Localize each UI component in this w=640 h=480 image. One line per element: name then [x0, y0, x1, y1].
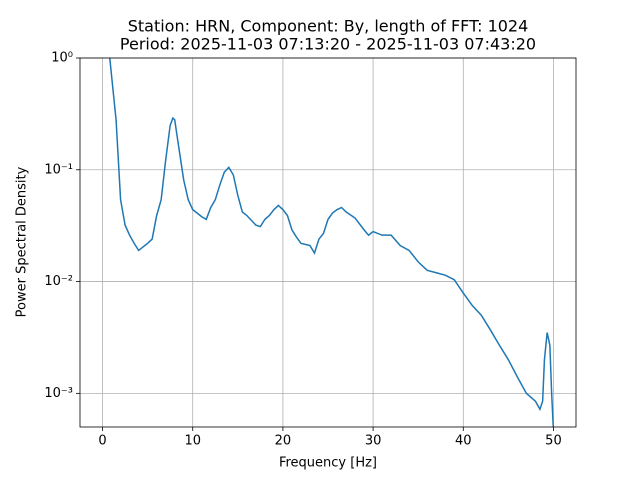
- x-tick-label: 20: [275, 434, 292, 449]
- x-tick-label: 0: [98, 434, 106, 449]
- chart-title: Station: HRN, Component: By, length of F…: [128, 17, 529, 36]
- y-tick-label: 10⁰: [51, 51, 73, 66]
- x-tick-label: 40: [455, 434, 472, 449]
- chart-title: Period: 2025-11-03 07:13:20 - 2025-11-03…: [120, 35, 536, 54]
- x-tick-label: 10: [184, 434, 201, 449]
- x-tick-label: 50: [545, 434, 562, 449]
- data-line: [109, 58, 555, 427]
- y-tick-label: 10⁻²: [44, 274, 73, 289]
- y-axis-label: Power Spectral Density: [15, 166, 30, 317]
- y-tick-label: 10⁻¹: [44, 162, 73, 177]
- x-tick-label: 30: [365, 434, 382, 449]
- y-tick-label: 10⁻³: [44, 386, 73, 401]
- plot-frame: [79, 57, 577, 428]
- x-axis-label: Frequency [Hz]: [279, 456, 377, 471]
